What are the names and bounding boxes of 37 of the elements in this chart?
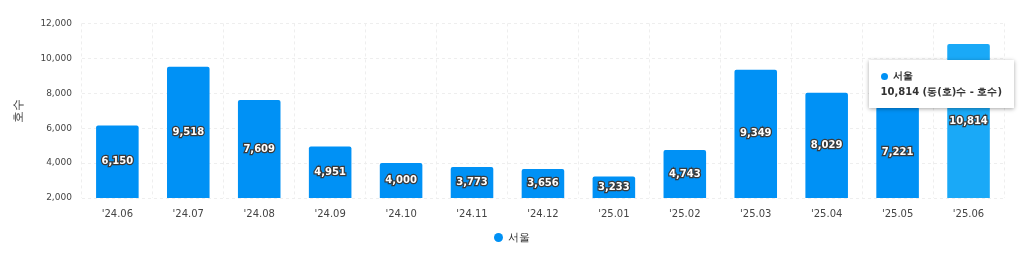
y-tick-label: 2,000 [46, 192, 73, 203]
x-tick-label: '25.04 [810, 207, 843, 219]
y-tick-label: 12,000 [40, 17, 73, 28]
annotation: 서울 [892, 69, 913, 83]
x-tick-label: '24.12 [527, 207, 559, 219]
data-label: 7,609 [243, 142, 276, 154]
y-tick-label: 8,000 [46, 87, 73, 98]
data-label: 4,951 [314, 165, 346, 177]
x-tick-label: '25.06 [952, 207, 985, 219]
data-label: 3,656 [527, 177, 559, 189]
data-label: 9,518 [172, 125, 205, 137]
data-label: 4,000 [385, 174, 417, 186]
x-tick-label: '25.01 [598, 207, 630, 219]
data-label: 8,029 [810, 138, 843, 150]
x-tick-label: '24.10 [385, 207, 417, 219]
x-tick-label: '25.05 [881, 207, 914, 219]
data-label: 9,349 [739, 127, 772, 139]
tooltip-box: 서울 10,814 (동(호)수 - 호수) [868, 60, 1014, 108]
data-label: 4,743 [668, 167, 701, 179]
data-label: 6,150 [101, 155, 134, 167]
x-tick-label: '25.03 [740, 207, 772, 219]
x-tick-label: '24.09 [314, 207, 346, 219]
x-tick-label: '25.02 [669, 207, 701, 219]
data-label: 10,814 [949, 114, 988, 126]
y-tick-label: 4,000 [46, 157, 73, 168]
y-axis-title: 호수 [11, 98, 26, 123]
x-tick-label: '24.07 [172, 207, 204, 219]
annotation: 10,814 (동(호)수 - 호수) [880, 85, 1002, 99]
x-tick-label: '24.06 [101, 207, 134, 219]
data-label: 7,221 [881, 146, 914, 158]
legend-label: 서울 [508, 230, 530, 245]
x-tick-label: '24.08 [243, 207, 275, 219]
data-label: 3,773 [456, 176, 488, 188]
data-label: 3,233 [598, 180, 630, 192]
y-tick-label: 6,000 [46, 122, 73, 133]
x-tick-label: '24.11 [456, 207, 488, 219]
y-tick-label: 10,000 [40, 52, 73, 63]
